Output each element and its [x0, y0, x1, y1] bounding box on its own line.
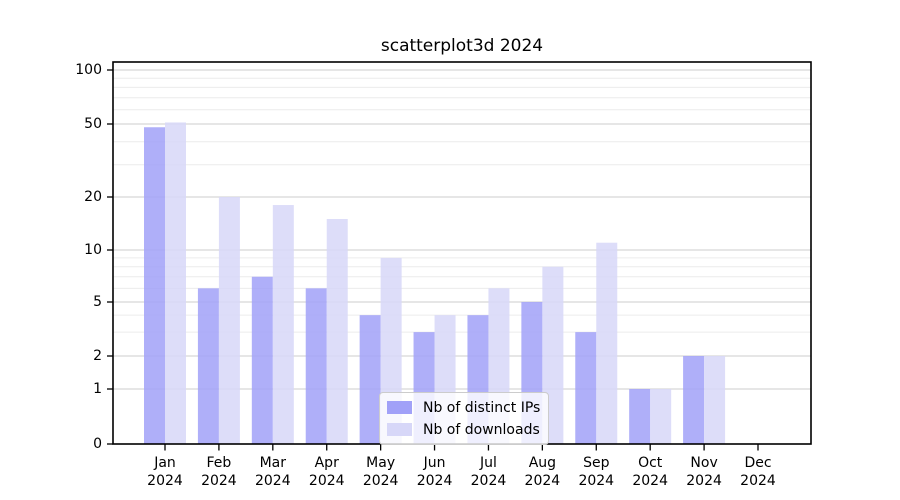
bar-jan-ips [144, 127, 165, 444]
legend-label-distinct-ips: Nb of distinct IPs [423, 399, 541, 416]
x-tick-label-aug: Aug 2024 [525, 455, 561, 489]
legend-swatch-downloads [387, 423, 412, 436]
legend-swatch-distinct-ips [387, 401, 412, 414]
y-tick-label-0: 0 [93, 436, 102, 452]
bar-mar-downloads [272, 205, 294, 444]
x-tick-label-apr: Apr 2024 [309, 455, 345, 489]
y-tick-label-5: 5 [93, 294, 102, 310]
x-tick-label-may: May 2024 [363, 455, 399, 489]
x-tick-label-jan: Jan 2024 [147, 455, 183, 489]
legend-item-distinct-ips: Nb of distinct IPs [387, 398, 540, 417]
x-tick-label-dec: Dec 2024 [740, 455, 776, 489]
legend-item-downloads: Nb of downloads [387, 420, 540, 439]
y-tick-label-50: 50 [84, 116, 102, 132]
y-tick-label-1: 1 [93, 381, 102, 397]
bar-sep-downloads [596, 242, 618, 444]
bar-feb-downloads [218, 197, 240, 444]
bar-mar-ips [251, 276, 273, 444]
bar-feb-ips [197, 288, 219, 444]
bar-jan-downloads [165, 122, 186, 444]
bar-nov-downloads [704, 356, 726, 444]
y-tick-label-100: 100 [75, 62, 102, 78]
bar-apr-ips [305, 288, 327, 444]
x-tick-label-jun: Jun 2024 [417, 455, 453, 489]
bar-apr-downloads [326, 218, 348, 444]
legend-label-downloads: Nb of downloads [423, 421, 540, 438]
x-tick-label-oct: Oct 2024 [632, 455, 668, 489]
bar-nov-ips [683, 356, 705, 444]
y-tick-label-10: 10 [84, 242, 102, 258]
bar-sep-ips [575, 332, 597, 444]
chart-title: scatterplot3d 2024 [380, 36, 544, 56]
x-tick-label-mar: Mar 2024 [255, 455, 291, 489]
bar-may-ips [359, 315, 381, 444]
bar-oct-downloads [650, 389, 672, 444]
y-tick-label-20: 20 [84, 189, 102, 205]
legend: Nb of distinct IPs Nb of downloads [379, 392, 549, 445]
y-tick-label-2: 2 [93, 348, 102, 364]
x-tick-label-nov: Nov 2024 [686, 455, 722, 489]
x-tick-label-sep: Sep 2024 [578, 455, 614, 489]
bar-oct-ips [629, 389, 651, 444]
x-tick-label-feb: Feb 2024 [201, 455, 237, 489]
x-tick-label-jul: Jul 2024 [471, 455, 507, 489]
